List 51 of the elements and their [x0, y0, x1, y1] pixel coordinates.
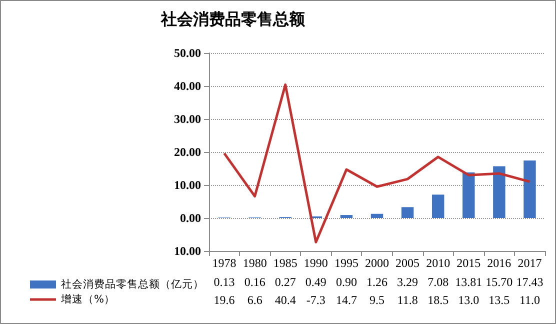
data-label: 0.16: [244, 275, 266, 289]
y-tick-label: 10.00: [174, 244, 201, 258]
chart-title: 社会消费品零售总额: [160, 10, 306, 28]
bar: [493, 166, 506, 218]
y-tick-label: 40.00: [174, 79, 201, 93]
data-label: 0.13: [214, 275, 235, 289]
x-tick-label: 1978: [212, 256, 236, 270]
data-label: 13.5: [488, 293, 510, 307]
data-label: 9.5: [370, 293, 384, 307]
y-tick-label: 20.00: [174, 145, 201, 159]
data-label: 13.0: [458, 293, 480, 307]
data-label: 0.27: [274, 275, 296, 289]
x-tick-label: 1985: [273, 256, 298, 270]
data-label: 19.6: [214, 293, 235, 307]
data-label: -7.3: [306, 293, 326, 307]
x-tick-label: 2017: [518, 256, 542, 270]
data-label: 6.6: [247, 293, 262, 307]
data-label: 11.0: [519, 293, 540, 307]
y-tick-label: 0.00: [180, 211, 201, 225]
data-label: 3.29: [397, 275, 418, 289]
bar: [340, 215, 353, 218]
legend-label: 增速（%）: [60, 292, 115, 306]
x-tick-label: 1990: [304, 256, 328, 270]
x-tick-label: 2000: [365, 256, 389, 270]
data-label: 13.81: [455, 275, 482, 289]
bar: [462, 172, 475, 218]
x-tick-label: 2015: [456, 256, 481, 270]
data-label: 1.26: [366, 275, 388, 289]
data-label: 15.70: [486, 275, 513, 289]
x-tick-label: 1995: [334, 256, 358, 270]
legend-label: 社会消费品零售总额（亿元）: [61, 278, 204, 290]
x-tick-label: 2010: [426, 256, 450, 270]
y-tick-label: 10.00: [174, 178, 201, 192]
bar: [401, 207, 414, 218]
bar: [524, 160, 536, 218]
y-tick-label: 50.00: [174, 46, 201, 60]
data-label: 0.90: [336, 275, 357, 289]
bar: [432, 194, 444, 218]
data-label: 18.5: [428, 293, 449, 307]
data-label: 14.7: [336, 293, 357, 307]
x-tick-label: 1980: [242, 256, 267, 270]
data-label: 7.08: [428, 275, 449, 289]
bar: [370, 214, 384, 218]
data-label: 40.4: [274, 293, 296, 307]
data-label: 0.49: [305, 275, 326, 289]
data-label: 17.43: [516, 275, 544, 289]
y-tick-label: 30.00: [174, 112, 201, 126]
x-tick-label: 2005: [396, 256, 420, 270]
x-tick-label: 2016: [487, 256, 512, 270]
line-series: [223, 83, 531, 244]
data-label: 11.8: [397, 293, 418, 307]
